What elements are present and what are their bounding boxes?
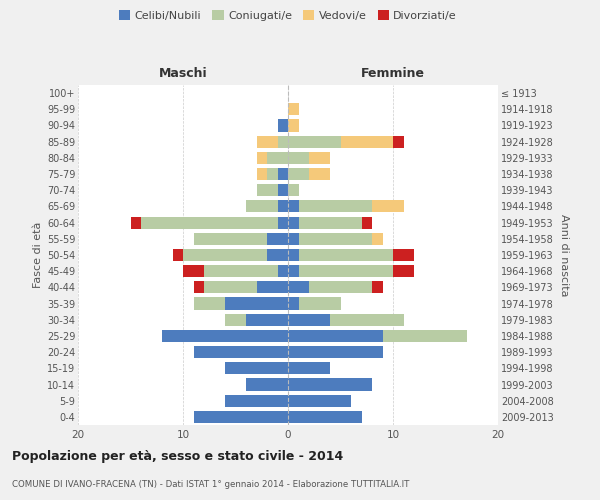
- Bar: [372, 232, 383, 245]
- Bar: [393, 136, 404, 147]
- Bar: [246, 314, 288, 326]
- Bar: [277, 136, 288, 147]
- Bar: [277, 168, 288, 180]
- Y-axis label: Anni di nascita: Anni di nascita: [559, 214, 569, 296]
- Bar: [193, 346, 288, 358]
- Y-axis label: Fasce di età: Fasce di età: [32, 222, 43, 288]
- Bar: [393, 249, 414, 261]
- Bar: [330, 314, 404, 326]
- Bar: [288, 411, 361, 423]
- Bar: [257, 282, 288, 294]
- Bar: [246, 200, 277, 212]
- Bar: [288, 184, 299, 196]
- Bar: [162, 330, 288, 342]
- Bar: [225, 298, 288, 310]
- Bar: [288, 136, 341, 147]
- Bar: [288, 314, 330, 326]
- Bar: [288, 152, 309, 164]
- Bar: [299, 249, 393, 261]
- Bar: [288, 346, 383, 358]
- Text: Maschi: Maschi: [158, 67, 208, 80]
- Bar: [257, 136, 277, 147]
- Bar: [277, 265, 288, 278]
- Bar: [288, 249, 299, 261]
- Bar: [257, 152, 267, 164]
- Bar: [288, 265, 299, 278]
- Bar: [183, 249, 267, 261]
- Bar: [267, 249, 288, 261]
- Bar: [372, 200, 404, 212]
- Bar: [361, 216, 372, 228]
- Bar: [341, 136, 393, 147]
- Bar: [183, 265, 204, 278]
- Bar: [309, 168, 330, 180]
- Bar: [288, 120, 299, 132]
- Bar: [288, 282, 309, 294]
- Text: Popolazione per età, sesso e stato civile - 2014: Popolazione per età, sesso e stato civil…: [12, 450, 343, 463]
- Bar: [383, 330, 467, 342]
- Bar: [277, 184, 288, 196]
- Bar: [299, 232, 372, 245]
- Bar: [257, 184, 277, 196]
- Bar: [267, 168, 277, 180]
- Bar: [193, 298, 225, 310]
- Bar: [225, 362, 288, 374]
- Bar: [173, 249, 183, 261]
- Bar: [277, 120, 288, 132]
- Bar: [288, 330, 383, 342]
- Bar: [277, 200, 288, 212]
- Bar: [246, 378, 288, 390]
- Bar: [309, 152, 330, 164]
- Bar: [193, 411, 288, 423]
- Bar: [393, 265, 414, 278]
- Bar: [193, 282, 204, 294]
- Bar: [288, 103, 299, 116]
- Bar: [288, 378, 372, 390]
- Bar: [288, 362, 330, 374]
- Bar: [225, 314, 246, 326]
- Bar: [141, 216, 277, 228]
- Bar: [299, 298, 341, 310]
- Bar: [288, 200, 299, 212]
- Text: Femmine: Femmine: [361, 67, 425, 80]
- Bar: [288, 232, 299, 245]
- Bar: [267, 232, 288, 245]
- Bar: [372, 282, 383, 294]
- Bar: [193, 232, 267, 245]
- Bar: [299, 216, 361, 228]
- Bar: [299, 265, 393, 278]
- Bar: [225, 394, 288, 407]
- Bar: [204, 282, 257, 294]
- Bar: [288, 168, 309, 180]
- Bar: [299, 200, 372, 212]
- Bar: [288, 394, 351, 407]
- Bar: [130, 216, 141, 228]
- Bar: [257, 168, 267, 180]
- Bar: [277, 216, 288, 228]
- Legend: Celibi/Nubili, Coniugati/e, Vedovi/e, Divorziati/e: Celibi/Nubili, Coniugati/e, Vedovi/e, Di…: [115, 6, 461, 25]
- Bar: [288, 216, 299, 228]
- Text: COMUNE DI IVANO-FRACENA (TN) - Dati ISTAT 1° gennaio 2014 - Elaborazione TUTTITA: COMUNE DI IVANO-FRACENA (TN) - Dati ISTA…: [12, 480, 409, 489]
- Bar: [288, 298, 299, 310]
- Bar: [204, 265, 277, 278]
- Bar: [267, 152, 288, 164]
- Bar: [309, 282, 372, 294]
